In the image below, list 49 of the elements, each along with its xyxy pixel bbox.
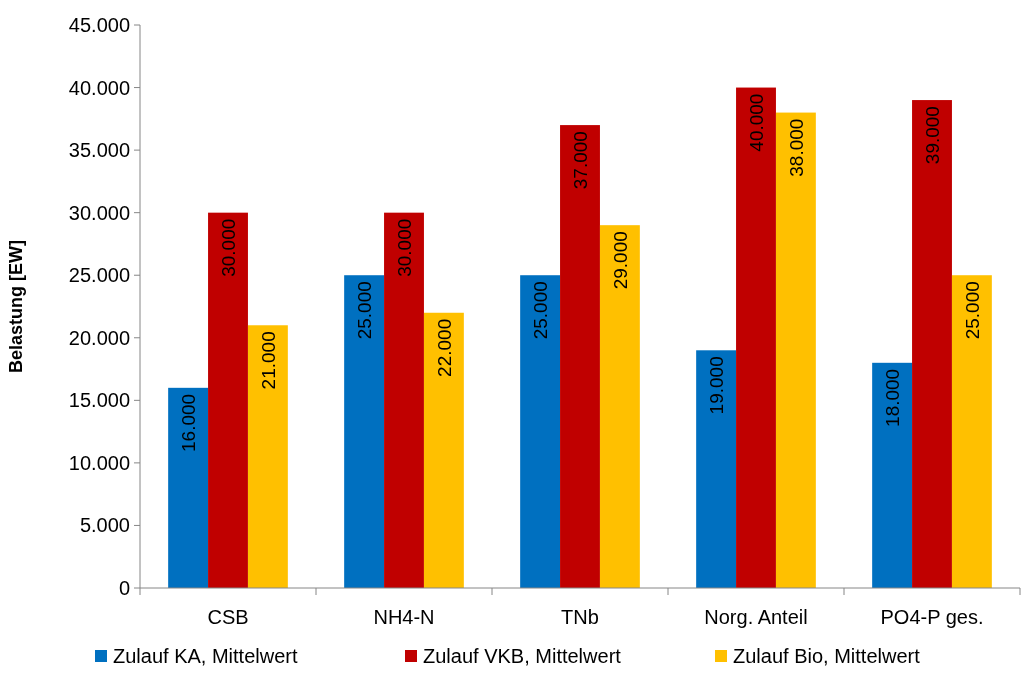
legend-label: Zulauf Bio, Mittelwert <box>733 645 921 667</box>
bar <box>736 87 776 588</box>
data-label: 39.000 <box>922 106 943 165</box>
y-tick-label: 25.000 <box>68 264 130 287</box>
x-tick-label: TNb <box>561 606 599 628</box>
y-tick-label: 45.000 <box>68 14 130 36</box>
data-label: 25.000 <box>961 281 983 340</box>
data-label: 30.000 <box>394 218 415 277</box>
legend-label: Zulauf VKB, Mittelwert <box>423 645 622 667</box>
y-tick-label: 15.000 <box>68 389 130 412</box>
y-tick-label: 40.000 <box>68 76 130 99</box>
bar <box>384 212 424 588</box>
y-tick-label: 0 <box>118 577 130 599</box>
bar <box>423 312 464 588</box>
bar <box>208 212 248 588</box>
x-tick-label: NH4-N <box>373 606 435 628</box>
data-label: 37.000 <box>570 131 591 190</box>
bar <box>872 362 913 588</box>
bar <box>168 387 209 588</box>
bar <box>696 350 737 588</box>
data-label: 21.000 <box>257 331 279 390</box>
data-label: 30.000 <box>218 218 239 277</box>
bar <box>912 100 952 588</box>
legend-label: Zulauf KA, Mittelwert <box>113 645 298 667</box>
y-axis-title: Belastung [EW] <box>6 240 26 373</box>
data-label: 25.000 <box>530 281 552 340</box>
bar <box>599 225 640 588</box>
bar <box>520 275 561 588</box>
bar <box>951 275 992 588</box>
data-label: 40.000 <box>746 93 767 152</box>
bar <box>247 325 288 588</box>
y-tick-label: 20.000 <box>68 326 130 349</box>
y-tick-label: 10.000 <box>68 451 130 474</box>
data-label: 22.000 <box>433 318 455 377</box>
bar <box>775 112 816 588</box>
x-tick-label: Norg. Anteil <box>704 606 808 628</box>
bar <box>560 125 600 588</box>
y-tick-label: 30.000 <box>68 201 130 224</box>
x-tick-label: PO4-P ges. <box>880 606 984 628</box>
data-label: 25.000 <box>354 281 376 340</box>
data-label: 16.000 <box>178 393 200 452</box>
data-label: 18.000 <box>882 368 904 427</box>
x-tick-label: CSB <box>207 606 249 628</box>
data-label: 19.000 <box>706 356 728 415</box>
y-tick-label: 35.000 <box>68 139 130 162</box>
data-label: 38.000 <box>785 118 807 177</box>
data-label: 29.000 <box>609 231 631 290</box>
bar <box>344 275 385 588</box>
y-tick-label: 5.000 <box>79 514 130 537</box>
